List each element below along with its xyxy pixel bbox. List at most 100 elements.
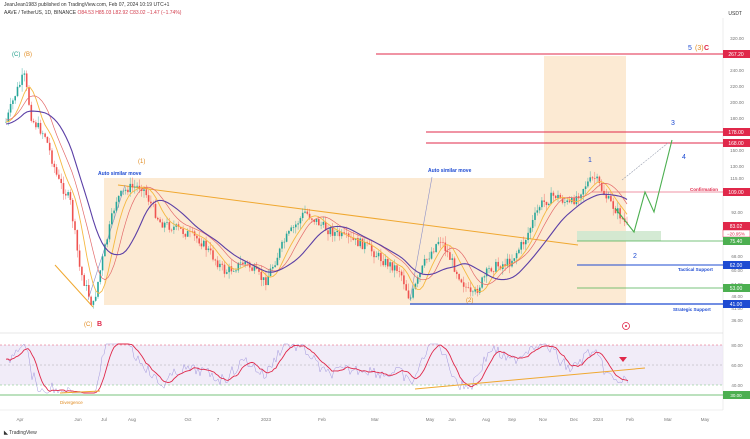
candle-body xyxy=(127,189,129,193)
price-axis-label: 60.00 xyxy=(731,268,743,273)
rsi-trendline xyxy=(414,367,646,390)
time-axis-label: Feb xyxy=(318,417,326,422)
candle-body xyxy=(370,244,373,252)
label-wave-2-paren: (2) xyxy=(466,298,473,304)
alert-clock-icon[interactable] xyxy=(622,322,630,330)
candle-body xyxy=(154,203,157,218)
candle-body xyxy=(74,221,76,231)
price-tag-53: 53.00 xyxy=(723,284,750,292)
candle-body xyxy=(260,271,263,281)
candle-body xyxy=(456,271,458,275)
candle-body xyxy=(244,261,246,265)
candle-body xyxy=(426,258,428,260)
candle-body xyxy=(265,277,267,286)
candle-body xyxy=(614,208,617,214)
downtrend-line xyxy=(117,184,579,246)
candle-body xyxy=(449,252,451,260)
rsi-axis-label: 40.00 xyxy=(731,383,743,388)
candle-body xyxy=(186,231,189,237)
price-tag-current: 83.02 xyxy=(723,222,750,230)
candle-body xyxy=(534,212,536,220)
candle-body xyxy=(177,224,180,227)
wave-c-line xyxy=(54,264,94,308)
candle-body xyxy=(320,224,322,226)
tradingview-brand[interactable]: ◣ TradingView xyxy=(4,430,37,436)
candle-body xyxy=(258,268,260,272)
candle-body xyxy=(322,221,325,225)
candle-body xyxy=(389,262,391,267)
ma-mid xyxy=(5,95,628,285)
label-auto-similar-2: Auto similar move xyxy=(428,168,472,174)
candle-body xyxy=(568,200,571,203)
price-axis-label: 200.00 xyxy=(730,100,744,105)
candle-body xyxy=(150,201,152,204)
candle-body xyxy=(373,251,375,258)
candle-body xyxy=(140,189,143,191)
candle-body xyxy=(104,244,106,257)
time-axis-label: Jun xyxy=(448,417,456,422)
candle-body xyxy=(458,274,460,280)
candle-body xyxy=(278,248,281,258)
price-tag-41: 41.00 xyxy=(723,300,750,308)
label-wave-4: 4 xyxy=(682,154,686,161)
candle-body xyxy=(548,203,550,205)
candle-body xyxy=(313,219,315,222)
candle-body xyxy=(205,240,207,251)
candle-body xyxy=(522,241,525,245)
candle-body xyxy=(221,263,223,265)
candle-body xyxy=(407,290,410,299)
rsi-raw-line xyxy=(5,343,629,394)
candle-body xyxy=(290,227,292,231)
candle-body xyxy=(550,192,552,204)
candle-body xyxy=(359,238,361,247)
candle-body xyxy=(398,271,401,272)
candle-body xyxy=(239,262,242,264)
candle-body xyxy=(364,242,366,250)
candle-body xyxy=(603,190,605,195)
price-tag-62: 62.00 xyxy=(723,261,750,269)
candle-body xyxy=(435,244,437,253)
candle-body xyxy=(207,248,210,251)
candle-body xyxy=(7,112,10,122)
candle-body xyxy=(35,122,37,128)
candle-body xyxy=(492,271,495,272)
candle-body xyxy=(513,258,516,261)
candle-body xyxy=(168,222,171,230)
candle-body xyxy=(145,189,148,196)
label-confirmation: Confirmation xyxy=(690,187,718,192)
ma-fast xyxy=(5,86,628,295)
candle-body xyxy=(391,262,394,271)
time-axis-label: 7 xyxy=(217,417,220,422)
candle-body xyxy=(474,288,476,292)
price-axis-label: 115.00 xyxy=(730,176,744,181)
rsi-smooth-line xyxy=(5,343,629,394)
candle-body xyxy=(113,210,115,214)
moving-averages-layer xyxy=(5,86,628,295)
price-axis-label: 130.00 xyxy=(730,164,744,169)
candle-body xyxy=(315,219,318,222)
candle-body xyxy=(5,121,7,123)
time-axis[interactable]: Apr Jun Jul Aug Oct 7 2023 Feb Mar May Jun Aug Sep No… xyxy=(16,417,710,422)
candle-body xyxy=(60,178,62,184)
candle-body xyxy=(81,266,83,276)
price-tag-178: 178.00 xyxy=(723,128,750,136)
label-c-top: (C) xyxy=(12,52,20,58)
candle-body xyxy=(352,237,355,240)
candle-body xyxy=(488,268,490,269)
candle-body xyxy=(295,224,297,228)
candle-body xyxy=(619,208,621,219)
candle-body xyxy=(561,198,564,203)
price-axis[interactable] xyxy=(723,18,750,418)
candle-body xyxy=(214,259,217,261)
candle-body xyxy=(557,194,559,199)
candle-body xyxy=(267,275,269,286)
symbol-name[interactable]: AAVE / TetherUS, 1D, BINANCE xyxy=(4,10,77,16)
candle-body xyxy=(345,233,348,235)
candle-body xyxy=(53,163,56,168)
price-tag-168: 168.00 xyxy=(723,139,750,147)
candle-body xyxy=(163,222,166,228)
candle-body xyxy=(396,265,398,272)
candle-body xyxy=(485,268,488,277)
